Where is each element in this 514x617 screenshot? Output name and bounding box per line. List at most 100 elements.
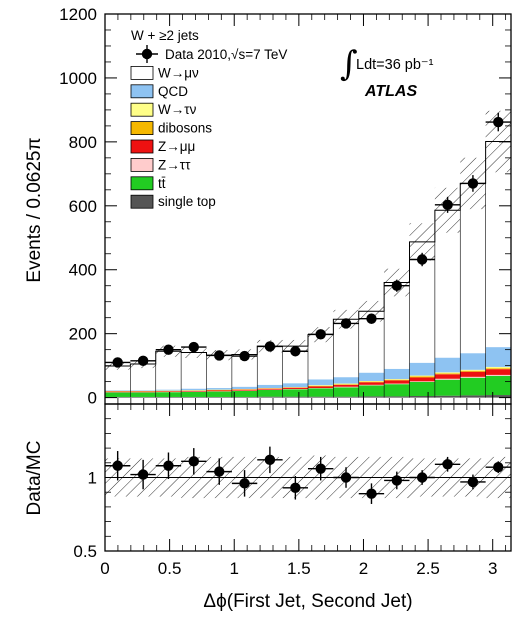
ratio-point xyxy=(264,454,276,466)
x-tick-label: 2.5 xyxy=(416,559,440,578)
bar-z-mu-mu xyxy=(434,374,461,379)
bar-z-mu-mu xyxy=(460,371,486,377)
integral-sign-icon: ∫ xyxy=(340,44,358,84)
ratio-y-axis-label: Data/MC xyxy=(24,441,45,516)
bar-z-mu-mu xyxy=(308,386,334,389)
bar-z-mu-mu xyxy=(384,380,410,384)
bar-z-tau-tau xyxy=(358,384,385,386)
bar-qcd xyxy=(130,390,156,391)
bar-ttbar xyxy=(282,389,308,397)
bar-ttbar xyxy=(130,392,156,397)
bar-z-mu-mu xyxy=(358,382,385,385)
bar-qcd xyxy=(206,388,232,390)
bar-w-mu-nu xyxy=(384,282,410,369)
y-tick-label: 800 xyxy=(69,133,97,152)
bar-qcd xyxy=(181,388,207,391)
legend-label-single-top: single top xyxy=(158,194,216,209)
bar-single-top xyxy=(434,395,461,398)
bar-w-mu-nu xyxy=(460,183,486,354)
luminosity-annotation: ∫ Ldt=36 pb⁻¹ xyxy=(340,44,434,84)
ratio-point xyxy=(188,456,199,467)
bar-w-mu-nu xyxy=(485,141,511,348)
ratio-point xyxy=(239,478,250,489)
bar-ttbar xyxy=(206,391,232,397)
ratio-point xyxy=(290,482,301,493)
bar-z-tau-tau xyxy=(333,386,359,388)
x-tick-label: 1.5 xyxy=(287,559,311,578)
bar-qcd xyxy=(409,362,435,376)
bar-z-mu-mu xyxy=(409,377,435,382)
bar-single-top xyxy=(485,395,511,398)
legend-swatch-qcd xyxy=(130,84,154,99)
bar-qcd xyxy=(231,386,258,389)
data-point xyxy=(112,357,123,368)
data-point xyxy=(493,116,504,128)
legend-label-w-tau-nu: W→τν xyxy=(158,102,197,117)
bar-z-mu-mu xyxy=(333,384,359,387)
bar-w-tau-nu xyxy=(485,366,511,369)
bar-single-top xyxy=(105,396,131,398)
legend-label-data: Data 2010,√s=7 TeV xyxy=(165,47,287,62)
ratio-point xyxy=(137,469,149,480)
bar-z-tau-tau xyxy=(409,381,435,382)
bar-dibosons xyxy=(333,384,359,385)
bar-qcd xyxy=(460,353,486,370)
bar-ttbar xyxy=(434,379,461,396)
bar-qcd xyxy=(257,384,283,389)
y-tick-label: 0 xyxy=(88,389,97,408)
bar-single-top xyxy=(460,395,486,398)
bar-z-tau-tau xyxy=(460,376,486,378)
ratio-point xyxy=(315,463,326,474)
bar-z-mu-mu xyxy=(206,390,232,392)
legend-swatch-single-top xyxy=(130,194,154,209)
ratio-point xyxy=(391,475,403,486)
ratio-point xyxy=(112,460,123,471)
legend-label-w-mu-nu: W→μν xyxy=(158,65,199,80)
ratio-point xyxy=(442,459,453,470)
bar-dibosons xyxy=(485,368,511,370)
bar-single-top xyxy=(333,396,359,398)
ratio-point xyxy=(366,488,377,499)
y-tick-label: 1000 xyxy=(59,69,97,88)
bar-z-mu-mu xyxy=(231,389,258,391)
data-point xyxy=(467,178,479,189)
bar-z-mu-mu xyxy=(257,388,283,390)
bar-z-mu-mu xyxy=(485,369,511,375)
bar-w-tau-nu xyxy=(308,385,334,386)
data-point xyxy=(137,355,149,367)
ratio-panel: 0.51 0 0.5 1 1.5 2 2.5 3 Data/MC Δϕ(First Jet,… xyxy=(24,403,512,612)
bar-dibosons xyxy=(434,373,461,375)
legend: W + ≥2 jets Data 2010,√s=7 TeV W→μν QCD W→τ… xyxy=(130,28,287,209)
bar-ttbar xyxy=(409,381,435,397)
bar-ttbar xyxy=(333,387,359,397)
ratio-point xyxy=(467,476,479,488)
data-points xyxy=(105,112,511,368)
bar-single-top xyxy=(257,396,283,398)
y-tick-label: 1200 xyxy=(59,5,97,24)
data-point xyxy=(188,341,199,353)
bar-ttbar xyxy=(257,389,283,397)
bar-w-tau-nu xyxy=(409,375,435,377)
ratio-point xyxy=(416,472,428,483)
bar-qcd xyxy=(485,347,511,367)
bar-ttbar xyxy=(308,388,334,397)
ratio-points xyxy=(105,446,511,504)
data-point xyxy=(315,329,326,340)
legend-label-qcd: QCD xyxy=(158,84,188,99)
ratio-y-tick-label: 0.5 xyxy=(73,542,97,561)
legend-swatch-z-tau-tau xyxy=(130,157,154,172)
bar-qcd xyxy=(384,368,410,380)
x-tick-label: 3 xyxy=(488,559,497,578)
data-point xyxy=(214,350,225,361)
ratio-y-ticks: 0.51 xyxy=(73,418,511,561)
bar-ttbar xyxy=(181,391,207,397)
bar-w-tau-nu xyxy=(384,379,410,380)
data-point xyxy=(391,280,403,291)
bar-single-top xyxy=(231,396,258,398)
main-panel: 0 200 400 600 800 1000 1200 Events / 0.0625π xyxy=(24,5,512,408)
x-tick-label: 0 xyxy=(100,559,109,578)
bar-qcd xyxy=(333,377,359,384)
data-point xyxy=(290,346,301,357)
atlas-label: ATLAS xyxy=(364,83,417,100)
